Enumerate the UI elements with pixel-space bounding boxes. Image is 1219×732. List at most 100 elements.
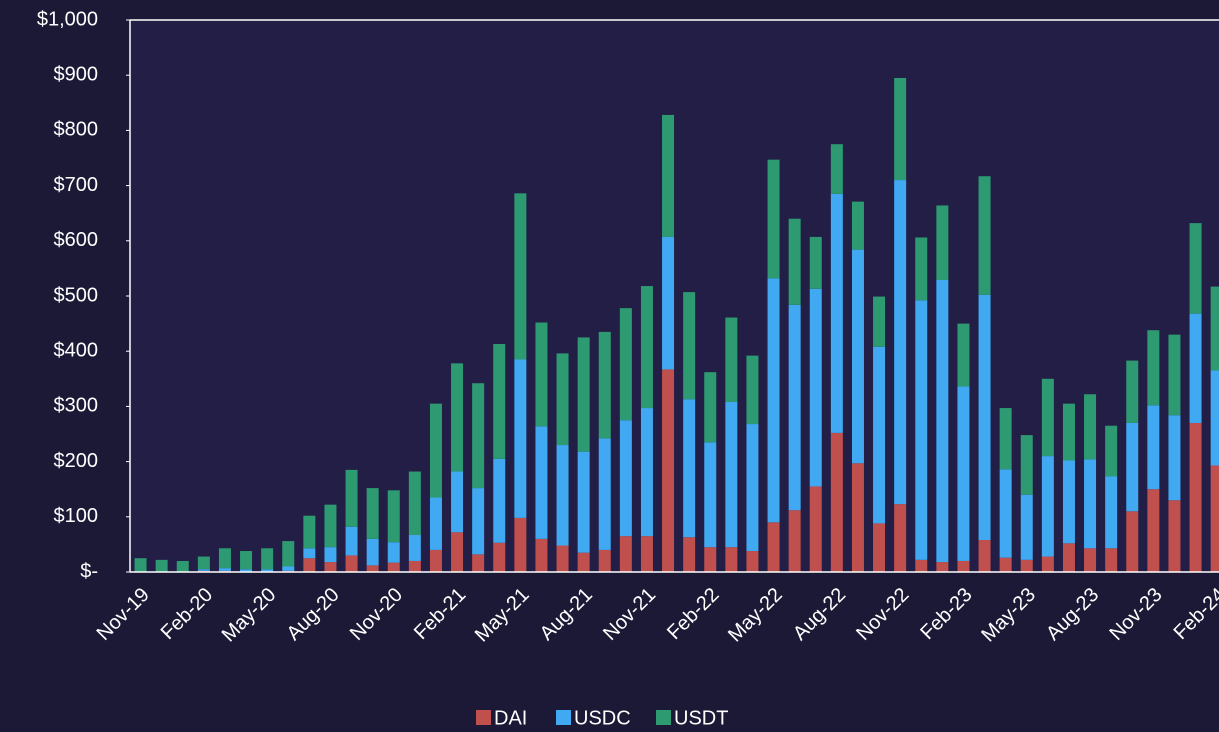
bar-segment: [1105, 548, 1118, 572]
bar-segment: [1084, 548, 1097, 572]
bar-segment: [1189, 223, 1202, 314]
bar-segment: [1084, 394, 1097, 460]
bar-segment: [725, 317, 738, 402]
legend-label: USDT: [674, 707, 728, 729]
bar-segment: [345, 555, 358, 572]
bar-segment: [408, 535, 421, 561]
bar-segment: [429, 549, 442, 572]
bar-segment: [725, 547, 738, 572]
bar-segment: [345, 469, 358, 527]
bar-segment: [1041, 456, 1054, 557]
bar-segment: [451, 532, 464, 572]
y-tick-label: $800: [54, 119, 99, 141]
bar-segment: [746, 551, 759, 572]
bar-segment: [451, 471, 464, 533]
bar-segment: [598, 549, 611, 572]
bar-segment: [1020, 559, 1033, 572]
bar-segment: [704, 372, 717, 443]
bar-segment: [1041, 378, 1054, 457]
bar-segment: [957, 386, 970, 561]
bar-segment: [408, 471, 421, 536]
bar-segment: [1062, 543, 1075, 572]
bar-segment: [1189, 422, 1202, 572]
bar-segment: [957, 323, 970, 387]
bar-segment: [472, 383, 485, 489]
bar-segment: [640, 536, 653, 572]
bar-segment: [429, 403, 442, 498]
bar-segment: [767, 522, 780, 572]
bar-segment: [514, 359, 527, 518]
bar-segment: [1126, 422, 1139, 512]
bar-segment: [1126, 511, 1139, 572]
bar-segment: [915, 237, 928, 301]
bar-segment: [873, 296, 886, 347]
bar-segment: [366, 538, 379, 566]
y-tick-label: $400: [54, 339, 99, 361]
bar-segment: [894, 180, 907, 505]
bar-segment: [472, 488, 485, 555]
bar-segment: [324, 547, 337, 563]
bar-segment: [577, 451, 590, 553]
bar-segment: [788, 510, 801, 572]
bar-segment: [240, 569, 253, 572]
y-tick-label: $100: [54, 505, 99, 527]
bar-segment: [999, 557, 1012, 572]
bar-segment: [556, 353, 569, 446]
bar-segment: [683, 537, 696, 572]
y-tick-label: $500: [54, 284, 99, 306]
bar-segment: [1020, 494, 1033, 560]
bar-segment: [704, 547, 717, 572]
bar-segment: [809, 236, 822, 289]
bar-segment: [830, 193, 843, 433]
bar-segment: [830, 144, 843, 194]
bar-segment: [746, 424, 759, 552]
bar-segment: [1126, 360, 1139, 423]
bar-segment: [999, 469, 1012, 558]
bar-segment: [1147, 405, 1160, 490]
y-tick-label: $200: [54, 450, 99, 472]
bar-segment: [1020, 435, 1033, 495]
bar-segment: [493, 542, 506, 572]
bar-segment: [788, 218, 801, 305]
y-tick-label: $700: [54, 174, 99, 196]
bar-segment: [936, 279, 949, 563]
y-tick-label: $300: [54, 395, 99, 417]
bar-segment: [240, 551, 253, 570]
bar-segment: [387, 562, 400, 572]
bar-segment: [851, 463, 864, 572]
bar-segment: [1062, 403, 1075, 461]
bar-segment: [1210, 286, 1219, 371]
bar-segment: [261, 548, 274, 570]
bar-segment: [218, 568, 231, 571]
bar-segment: [282, 541, 295, 567]
bar-segment: [851, 201, 864, 250]
bar-segment: [451, 363, 464, 472]
bar-segment: [303, 515, 316, 549]
bar-segment: [1041, 556, 1054, 572]
bar-segment: [176, 560, 189, 572]
bar-segment: [1062, 460, 1075, 544]
bar-segment: [809, 288, 822, 487]
bar-segment: [936, 205, 949, 280]
bar-segment: [915, 300, 928, 560]
bar-segment: [640, 408, 653, 537]
bar-segment: [1168, 500, 1181, 572]
bar-segment: [493, 458, 506, 543]
bar-segment: [936, 562, 949, 572]
bar-segment: [303, 548, 316, 559]
bar-segment: [134, 558, 147, 572]
bar-segment: [535, 538, 548, 572]
bar-segment: [978, 294, 991, 540]
bar-segment: [197, 556, 210, 570]
bar-segment: [598, 331, 611, 439]
bar-segment: [1084, 459, 1097, 549]
bar-segment: [788, 304, 801, 511]
bar-segment: [429, 497, 442, 550]
bar-segment: [387, 490, 400, 543]
bar-segment: [767, 159, 780, 279]
bar-segment: [155, 559, 168, 572]
bar-segment: [1168, 334, 1181, 416]
bar-segment: [535, 426, 548, 539]
bar-segment: [640, 286, 653, 409]
